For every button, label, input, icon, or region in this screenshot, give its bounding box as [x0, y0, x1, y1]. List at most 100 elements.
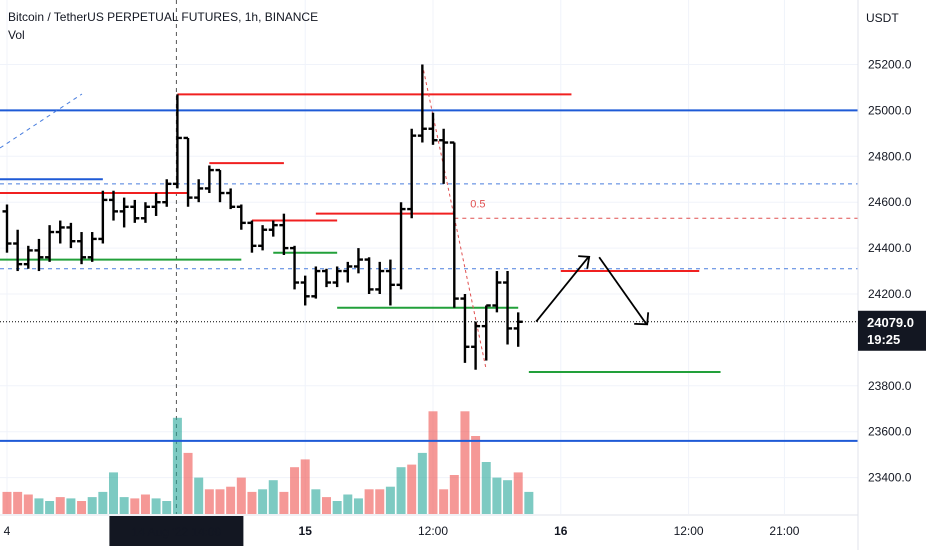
volume-bar — [471, 436, 481, 514]
ohlc-bar — [66, 222, 76, 249]
volume-bar — [492, 477, 502, 514]
ohlc-bar — [449, 141, 459, 308]
ohlc-bar — [2, 204, 12, 253]
ohlc-bar — [332, 266, 342, 288]
ohlc-bar — [258, 225, 268, 251]
x-tick-label: 12:00 — [674, 524, 704, 538]
volume-bar — [23, 494, 33, 514]
projection-arrow-down — [598, 256, 647, 325]
ohlc-bar — [247, 220, 257, 253]
crosshair-time-label: 14 Aug '22 14:00 — [132, 525, 222, 539]
ohlc-bar — [290, 245, 300, 290]
annotations[interactable]: 0.5 — [0, 64, 650, 370]
ohlc-bar — [172, 94, 182, 189]
volume-bar — [109, 472, 118, 514]
volume-bar — [140, 494, 150, 514]
currency-label: USDT — [866, 11, 899, 25]
trend-line — [0, 93, 83, 149]
x-tick-label: 21:00 — [769, 524, 799, 538]
ohlc-bar — [417, 64, 427, 143]
volume-bar — [364, 489, 374, 514]
ohlc-bar — [130, 199, 140, 223]
ohlc-bar — [215, 168, 225, 203]
ohlc-bar — [353, 248, 363, 274]
volume-bar — [172, 417, 182, 514]
price-axis-bg — [858, 0, 932, 550]
ohlc-bar — [375, 261, 385, 294]
ohlc-bar — [183, 136, 193, 207]
ohlc-bar — [98, 190, 108, 244]
projection-arrow-up — [535, 256, 589, 323]
ohlc-bar — [322, 268, 331, 288]
volume-bar — [460, 411, 470, 514]
ohlc-bar — [428, 112, 438, 145]
ohlc-bar — [55, 220, 65, 244]
ohlc-bar — [34, 238, 44, 272]
volume-bar — [279, 491, 289, 514]
x-tick-label: 15 — [299, 524, 313, 538]
ohlc-bar — [492, 271, 502, 313]
last-price-label: 24079.0 — [867, 315, 914, 330]
volume-bar — [322, 497, 331, 514]
symbol-title: Bitcoin / TetherUS PERPETUAL FUTURES, 1h… — [8, 10, 319, 24]
volume-bar — [449, 475, 459, 514]
x-tick-label: 12:00 — [418, 524, 448, 538]
grid-lines — [0, 0, 858, 514]
volume-bar — [258, 489, 268, 514]
ohlc-bar — [311, 266, 321, 299]
volume-bar — [439, 489, 449, 514]
ohlc-bar — [226, 188, 236, 210]
ohlc-bar — [23, 245, 33, 269]
ohlc-bar — [77, 232, 87, 265]
drawing-lines[interactable] — [0, 93, 858, 442]
y-tick-label: 23800.0 — [868, 379, 912, 393]
countdown-label: 19:25 — [867, 332, 900, 347]
crosshair-time-badge — [109, 516, 244, 546]
volume-bar — [66, 498, 76, 514]
volume-bar — [524, 491, 534, 514]
volume-bar — [77, 501, 87, 514]
volume-bar — [332, 501, 342, 514]
volume-bar — [247, 491, 257, 514]
y-tick-label: 25200.0 — [868, 58, 912, 72]
volume-bar — [396, 467, 406, 514]
volume-bar — [375, 489, 385, 514]
volume-bar — [481, 462, 491, 514]
ohlc-bar — [236, 204, 246, 230]
ohlc-bar — [13, 229, 23, 272]
y-tick-label: 24600.0 — [868, 195, 912, 209]
volume-bar — [130, 498, 140, 514]
ohlc-bar — [343, 261, 353, 283]
ohlc-bar — [471, 321, 481, 370]
volume-bar — [55, 497, 65, 514]
volume-bar — [311, 489, 321, 514]
volume-bar — [503, 480, 513, 514]
ohlc-bar — [268, 220, 278, 237]
volume-bar — [353, 498, 363, 514]
ohlc-bar — [140, 202, 150, 223]
ohlc-bar — [385, 259, 395, 306]
volume-label: Vol — [8, 28, 25, 42]
arrow-head-down — [634, 312, 650, 326]
volume-bar — [2, 491, 12, 514]
last-price-badge — [858, 310, 926, 351]
volume-bar — [98, 491, 108, 514]
volume-bar — [300, 459, 310, 514]
volume-bar — [268, 480, 278, 514]
volume-bar — [13, 491, 23, 514]
ohlc-bar — [364, 257, 374, 294]
volume-bar — [34, 498, 44, 514]
ohlc-bar — [481, 304, 491, 361]
ohlc-bar — [439, 128, 449, 184]
fib-retracement-line — [421, 64, 487, 370]
ohlc-bar — [151, 193, 161, 216]
volume-bar — [45, 501, 55, 514]
ohlc-bar — [109, 190, 118, 221]
volume-bar — [417, 452, 427, 514]
ohlc-bar — [396, 202, 406, 290]
volume-bar — [87, 497, 97, 514]
y-tick-label: 24200.0 — [868, 287, 912, 301]
volume-bar — [513, 472, 523, 514]
volume-bar — [119, 497, 129, 514]
